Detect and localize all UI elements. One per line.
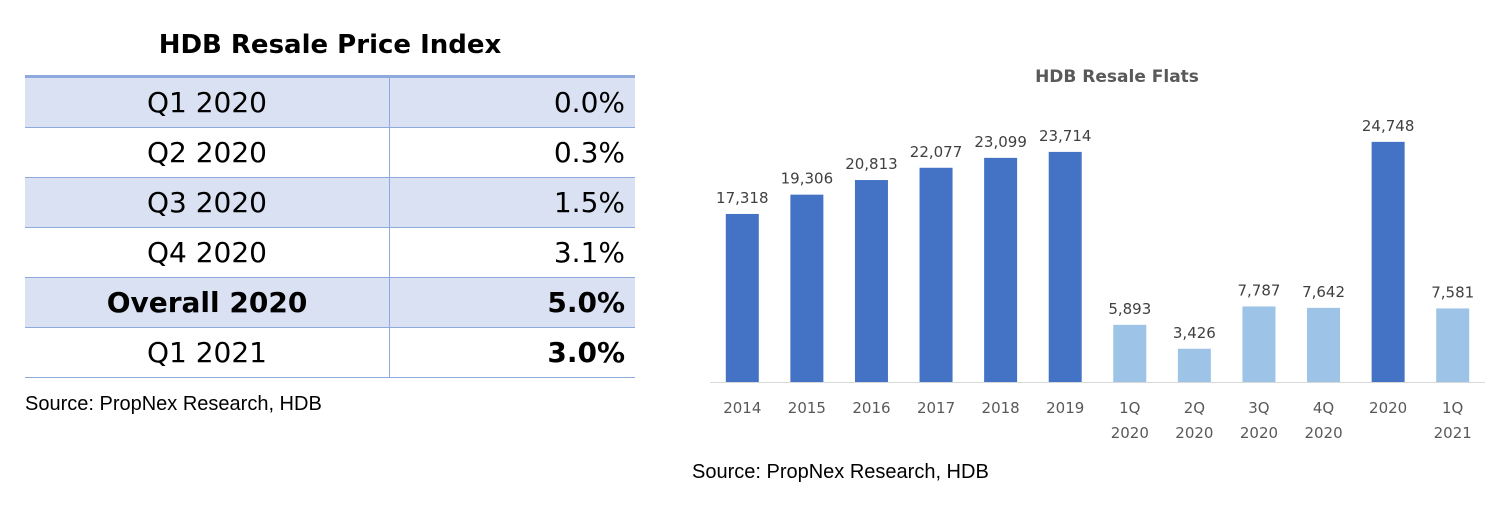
- bar: [1307, 307, 1341, 382]
- data-label: 7,787: [1237, 281, 1280, 299]
- x-tick-label: 2020: [1175, 424, 1213, 442]
- data-label: 20,813: [845, 155, 898, 173]
- bar: [854, 180, 888, 382]
- row-label: Q2 2020: [25, 127, 390, 178]
- row-value: 5.0%: [389, 277, 635, 328]
- chart-title: HDB Resale Flats: [1035, 67, 1199, 87]
- data-label: 3,426: [1173, 324, 1216, 342]
- data-label: 19,306: [781, 170, 834, 188]
- resale-flats-chart: HDB Resale Flats 17,318 2014 19,306 2015 20,8…: [710, 67, 1485, 442]
- x-tick-label: 2015: [788, 399, 826, 417]
- x-tick-label: 3Q: [1248, 399, 1269, 417]
- bar: [1113, 324, 1147, 382]
- data-label: 23,099: [974, 133, 1027, 151]
- data-label: 23,714: [1039, 127, 1092, 145]
- bar: [1242, 306, 1276, 382]
- data-label: 7,581: [1431, 283, 1474, 301]
- row-value: 0.0%: [389, 76, 635, 128]
- row-label: Q1 2020: [25, 76, 390, 128]
- x-tick-label: 2Q: [1184, 399, 1205, 417]
- bar: [1048, 151, 1082, 382]
- table-row: Q1 2020 0.0%: [25, 76, 635, 128]
- x-tick-label: 2018: [982, 399, 1020, 417]
- data-label: 5,893: [1108, 300, 1151, 318]
- x-tick-label: 2017: [917, 399, 955, 417]
- data-label: 17,318: [716, 189, 769, 207]
- table-row: Q1 2021 3.0%: [25, 327, 635, 378]
- x-tick-label: 1Q: [1119, 399, 1140, 417]
- row-label: Q3 2020: [25, 177, 390, 228]
- bar: [1371, 141, 1405, 382]
- table-row: Q4 2020 3.1%: [25, 227, 635, 278]
- x-tick-label: 2019: [1046, 399, 1084, 417]
- x-tick-label: 2020: [1369, 399, 1407, 417]
- x-tick-label: 2020: [1240, 424, 1278, 442]
- x-tick-label: 2021: [1434, 424, 1472, 442]
- table-row: Overall 2020 5.0%: [25, 277, 635, 328]
- row-value: 1.5%: [389, 177, 635, 228]
- x-tick-label: 4Q: [1313, 399, 1334, 417]
- data-label: 7,642: [1302, 283, 1345, 301]
- x-tick-label: 2020: [1111, 424, 1149, 442]
- x-tick-label: 2014: [723, 399, 761, 417]
- bar: [919, 167, 953, 382]
- table-source: Source: PropNex Research, HDB: [25, 393, 322, 415]
- table-row: Q3 2020 1.5%: [25, 177, 635, 228]
- row-label: Q4 2020: [25, 227, 390, 278]
- price-index-table: Q1 2020 0.0% Q2 2020 0.3% Q3 2020 1.5% Q4 2020…: [25, 75, 635, 378]
- bar: [1436, 308, 1470, 382]
- bar: [790, 194, 824, 382]
- row-value: 3.1%: [389, 227, 635, 278]
- table-title: HDB Resale Price Index: [158, 30, 502, 60]
- row-value: 0.3%: [389, 127, 635, 178]
- data-label: 24,748: [1362, 117, 1415, 135]
- row-label: Q1 2021: [25, 327, 390, 378]
- x-tick-label: 2016: [852, 399, 890, 417]
- row-value: 3.0%: [389, 327, 635, 378]
- x-tick-label: 1Q: [1442, 399, 1463, 417]
- row-label: Overall 2020: [25, 277, 390, 328]
- data-label: 22,077: [910, 143, 963, 161]
- bar: [725, 213, 759, 382]
- bar: [1177, 348, 1211, 382]
- chart-source: Source: PropNex Research, HDB: [692, 461, 989, 483]
- x-tick-label: 2020: [1304, 424, 1342, 442]
- table-row: Q2 2020 0.3%: [25, 127, 635, 178]
- bar: [984, 157, 1018, 382]
